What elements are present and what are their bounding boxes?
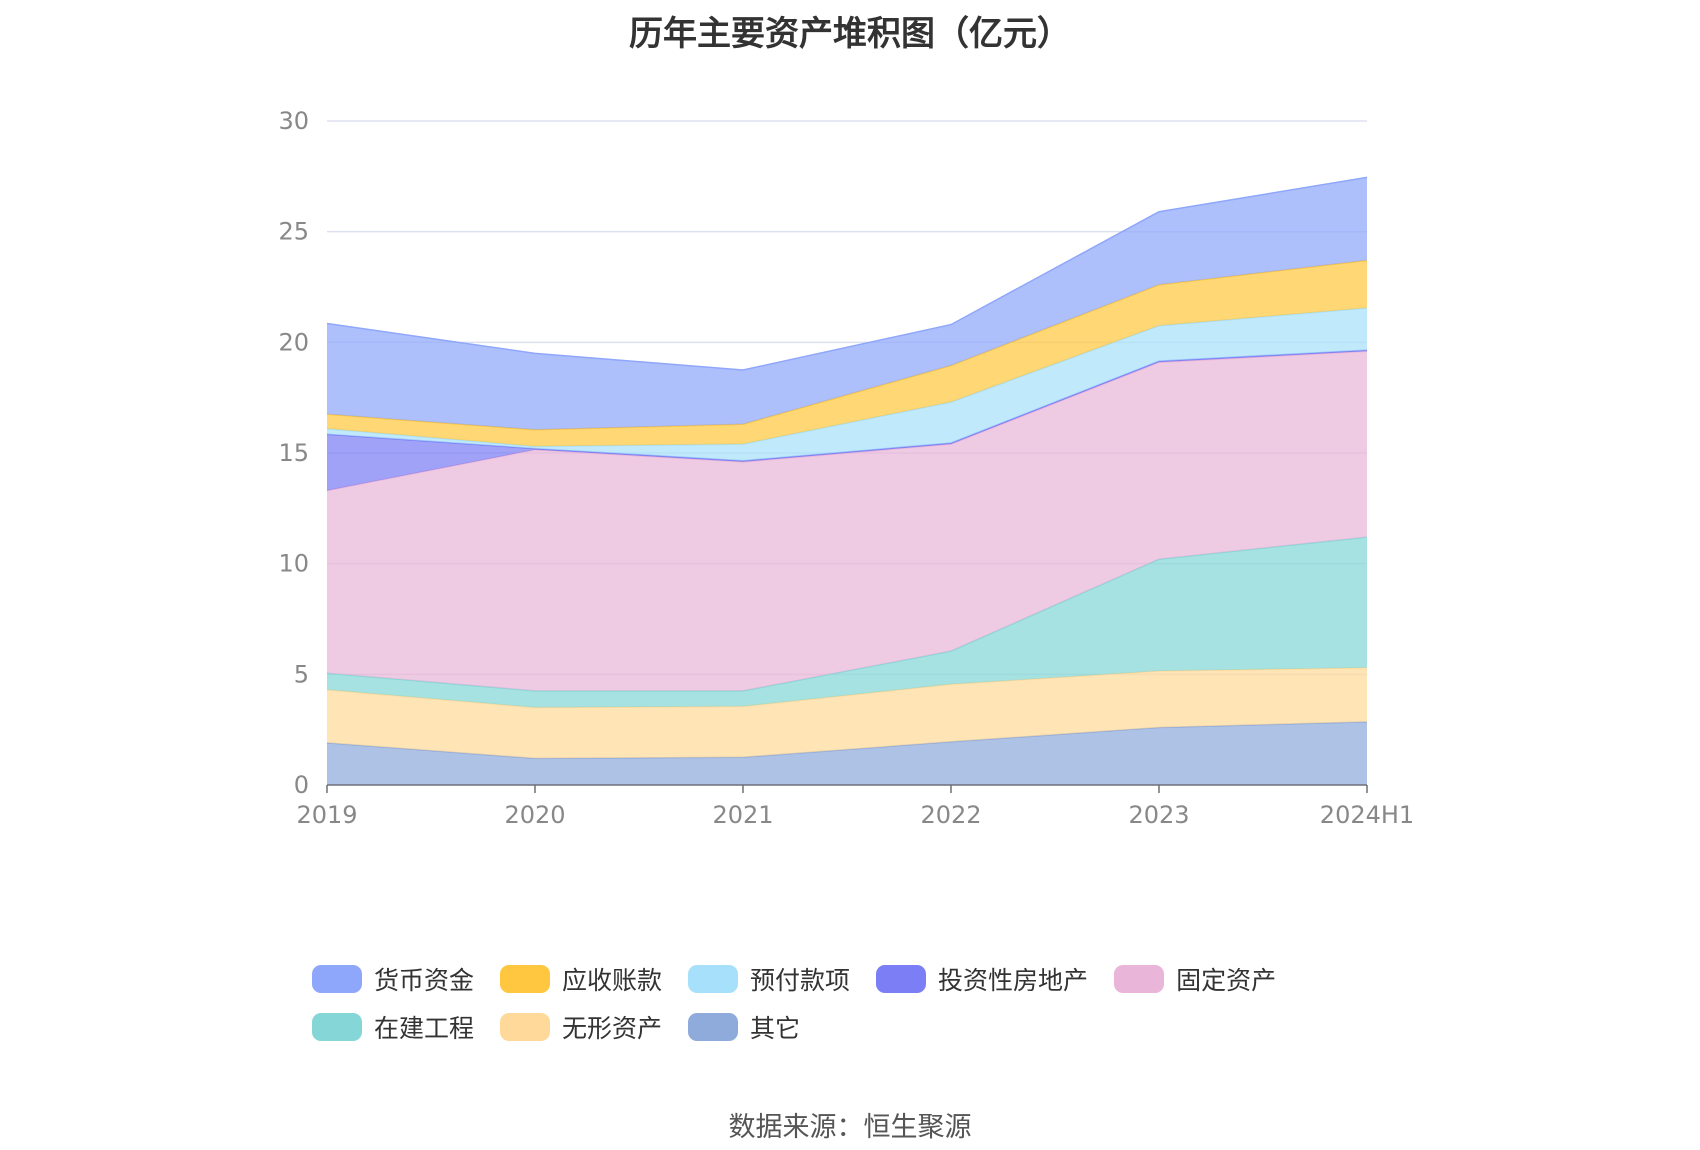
legend-label: 货币资金: [374, 966, 475, 995]
area-edge-8: [326, 176, 1368, 371]
y-tick-label: 5: [294, 660, 309, 688]
legend-label: 无形资产: [562, 1014, 663, 1043]
y-tick-label: 10: [278, 550, 309, 578]
legend-item[interactable]: 货币资金: [312, 955, 474, 1003]
legend-label: 固定资产: [1176, 966, 1277, 995]
x-tick-label: 2021: [712, 801, 773, 829]
area-3: [327, 537, 1367, 708]
area-7: [327, 260, 1367, 447]
x-tick-label: 2022: [920, 801, 981, 829]
legend-item[interactable]: 固定资产: [1114, 955, 1276, 1003]
legend-label: 投资性房地产: [938, 966, 1089, 995]
legend-item[interactable]: 应收账款: [500, 955, 662, 1003]
area-4: [327, 351, 1367, 691]
legend-swatch: [312, 1013, 362, 1041]
x-tick-label: 2019: [296, 801, 357, 829]
y-tick-label: 0: [294, 771, 309, 799]
legend-item[interactable]: 在建工程: [312, 1003, 474, 1051]
area-1: [327, 721, 1367, 785]
chart-title: 历年主要资产堆积图（亿元）: [629, 14, 1071, 54]
legend: 货币资金 应收账款 预付款项 投资性房地产 固定资产在建工程 无形资产 其它: [312, 955, 1462, 1051]
legend-label: 其它: [750, 1014, 801, 1043]
legend-swatch: [688, 1013, 739, 1041]
legend-label: 应收账款: [562, 966, 663, 995]
area-6: [327, 308, 1367, 461]
legend-swatch: [500, 1013, 551, 1041]
y-tick-label: 15: [278, 439, 309, 467]
legend-swatch: [876, 965, 927, 993]
legend-swatch: [1114, 965, 1165, 993]
area-series: [326, 176, 1368, 785]
legend-swatch: [688, 965, 739, 993]
legend-swatch: [312, 965, 362, 993]
y-tick-label: 20: [278, 328, 309, 356]
y-tick-label: 25: [278, 218, 309, 246]
data-source: 数据来源：恒生聚源: [728, 1112, 972, 1143]
legend-item[interactable]: 预付款项: [688, 955, 850, 1003]
legend-label: 在建工程: [374, 1014, 475, 1043]
legend-swatch: [500, 965, 551, 993]
legend-label: 预付款项: [750, 966, 851, 995]
legend-item[interactable]: 投资性房地产: [876, 955, 1088, 1003]
y-tick-label: 30: [278, 107, 309, 135]
area-2: [327, 667, 1367, 759]
x-tick-label: 2024H1: [1320, 801, 1414, 829]
x-tick-label: 2023: [1128, 801, 1189, 829]
legend-item[interactable]: 其它: [688, 1003, 800, 1051]
legend-item[interactable]: 无形资产: [500, 1003, 662, 1051]
axes: 0 5 10 15 20 25 30 2019 2020 2021 2022 2023 2024H1: [278, 107, 1414, 829]
x-tick-label: 2020: [504, 801, 565, 829]
